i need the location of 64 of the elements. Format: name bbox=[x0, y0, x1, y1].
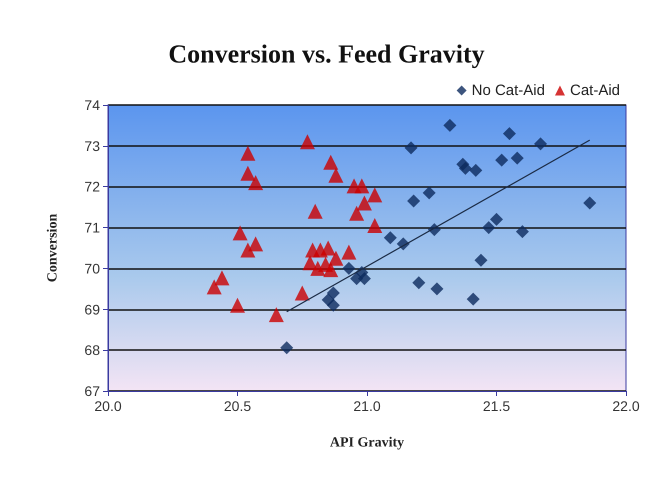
y-axis-title: Conversion bbox=[46, 214, 60, 282]
point bbox=[384, 231, 397, 244]
point bbox=[358, 272, 371, 286]
point bbox=[206, 279, 222, 294]
legend-label: Cat-Aid bbox=[570, 82, 620, 99]
chart-title: Conversion vs. Feed Gravity bbox=[168, 40, 485, 68]
point bbox=[240, 146, 256, 161]
point bbox=[214, 270, 230, 286]
point bbox=[326, 298, 340, 312]
point bbox=[280, 341, 294, 354]
point bbox=[510, 152, 524, 165]
x-tick-label: 21.5 bbox=[482, 398, 510, 414]
point bbox=[516, 225, 529, 238]
y-tick-label: 69 bbox=[84, 301, 100, 318]
point bbox=[230, 298, 245, 313]
point bbox=[412, 276, 426, 290]
point bbox=[469, 164, 482, 177]
y-tick-label: 67 bbox=[84, 383, 100, 399]
point bbox=[443, 118, 456, 132]
point bbox=[294, 285, 310, 300]
point bbox=[342, 262, 356, 275]
point bbox=[248, 175, 264, 190]
point bbox=[356, 196, 372, 211]
point bbox=[407, 194, 420, 208]
y-tick-label: 71 bbox=[84, 220, 100, 236]
point bbox=[495, 154, 508, 167]
point bbox=[349, 206, 364, 221]
y-tick-label: 68 bbox=[84, 342, 100, 358]
point bbox=[474, 254, 488, 267]
x-tick-label: 22.0 bbox=[612, 398, 640, 414]
point bbox=[308, 204, 323, 219]
point bbox=[458, 162, 472, 175]
y-tick-label: 72 bbox=[84, 178, 100, 195]
point bbox=[422, 186, 436, 200]
point bbox=[320, 240, 336, 256]
point bbox=[583, 196, 596, 210]
point bbox=[354, 178, 370, 194]
point bbox=[404, 141, 418, 154]
point bbox=[430, 282, 444, 296]
point bbox=[326, 286, 340, 300]
point bbox=[300, 134, 315, 150]
point bbox=[482, 221, 496, 234]
point bbox=[341, 244, 356, 260]
x-tick-label: 21.0 bbox=[353, 398, 381, 414]
point bbox=[268, 307, 284, 322]
point bbox=[328, 168, 344, 183]
y-tick-label: 73 bbox=[84, 138, 100, 154]
legend-label: No Cat-Aid bbox=[472, 82, 545, 99]
point bbox=[367, 187, 382, 202]
point bbox=[323, 154, 338, 170]
point bbox=[490, 212, 503, 226]
y-tick-label: 74 bbox=[84, 97, 100, 113]
x-axis-title: API Gravity bbox=[330, 436, 404, 450]
x-tick-label: 20.5 bbox=[224, 398, 252, 414]
point bbox=[502, 127, 516, 140]
point bbox=[232, 225, 248, 240]
point bbox=[534, 137, 548, 150]
point bbox=[240, 166, 256, 181]
point bbox=[466, 292, 480, 306]
y-tick-label: 70 bbox=[84, 260, 100, 276]
point bbox=[367, 218, 382, 234]
x-tick-label: 20.0 bbox=[94, 398, 122, 414]
point bbox=[328, 250, 344, 266]
point bbox=[248, 236, 264, 252]
